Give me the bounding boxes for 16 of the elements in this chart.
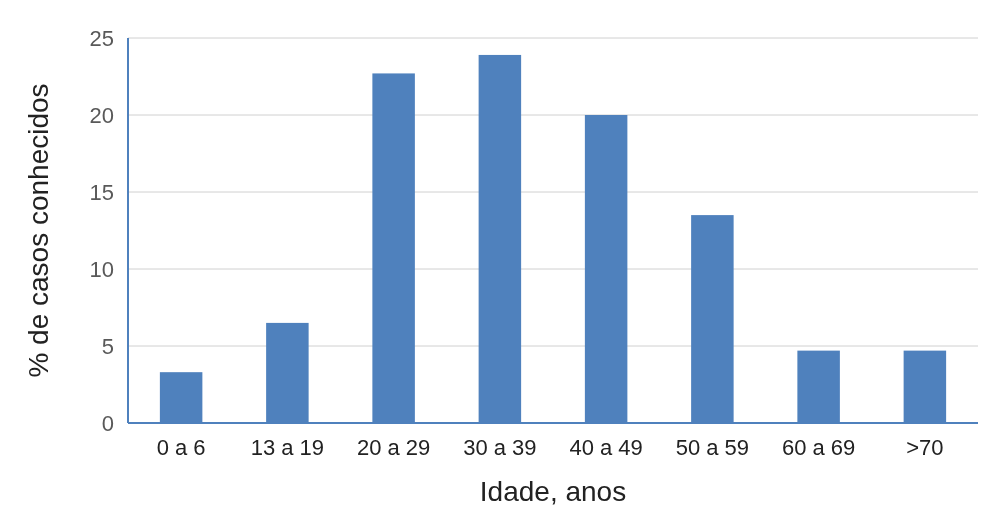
x-tick-label: >70	[906, 435, 944, 460]
y-tick-label: 20	[89, 102, 114, 128]
x-tick-label: 60 a 69	[781, 435, 856, 460]
x-tick-label: 20 a 29	[356, 435, 431, 460]
x-tick-label: 0 a 6	[156, 435, 206, 460]
x-axis-title: Idade, anos	[479, 476, 627, 507]
x-tick-label: 30 a 39	[463, 435, 537, 460]
y-axis-title: % de casos conhecidos	[23, 83, 54, 378]
y-tick-label: 25	[89, 25, 114, 51]
x-tick-label: 50 a 59	[675, 435, 750, 460]
x-tick-label: 13 a 19	[250, 435, 325, 460]
x-tick-label: 40 a 49	[569, 435, 643, 460]
y-tick-label: 15	[89, 179, 114, 205]
y-tick-label: 10	[89, 256, 114, 282]
y-tick-label: 5	[101, 333, 114, 359]
y-tick-label: 0	[101, 410, 114, 436]
